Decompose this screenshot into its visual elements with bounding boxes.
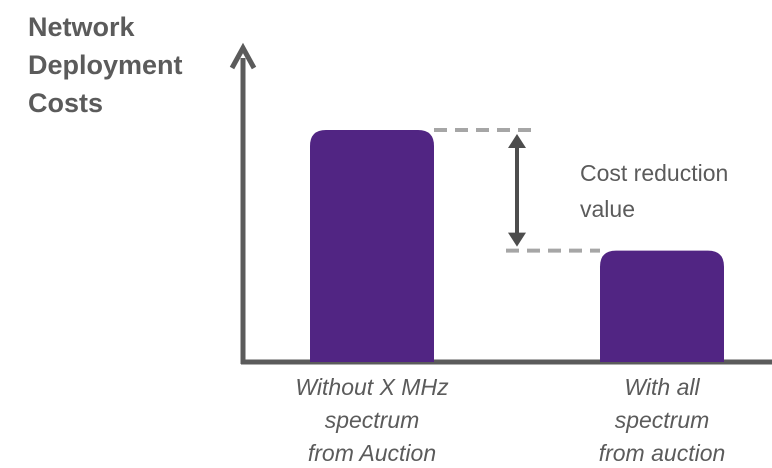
y-axis-label: Network Deployment Costs [28,12,183,118]
bars [310,130,724,362]
annotation-label-line: Cost reduction [580,160,728,186]
category-label-line: spectrum [325,407,420,433]
y-axis-label-line: Costs [28,88,103,118]
y-axis-label-line: Deployment [28,50,183,80]
bar-without [310,130,434,362]
difference-arrowhead-down [508,232,526,247]
category-label-without: Without X MHz spectrum from Auction [295,374,449,466]
annotation-label-line: value [580,196,635,222]
category-label-line: Without X MHz [295,374,449,400]
bar-with [600,250,724,362]
category-label-line: spectrum [615,407,710,433]
y-axis-label-line: Network [28,12,136,42]
category-label-with: With all spectrum from auction [599,374,726,466]
category-label-line: With all [624,374,700,400]
annotation-label: Cost reduction value [580,160,728,222]
difference-guides [434,128,600,253]
category-label-line: from auction [599,440,726,466]
category-label-line: from Auction [308,440,436,466]
difference-arrowhead-up [508,134,526,148]
y-axis-arrowhead [229,42,257,70]
